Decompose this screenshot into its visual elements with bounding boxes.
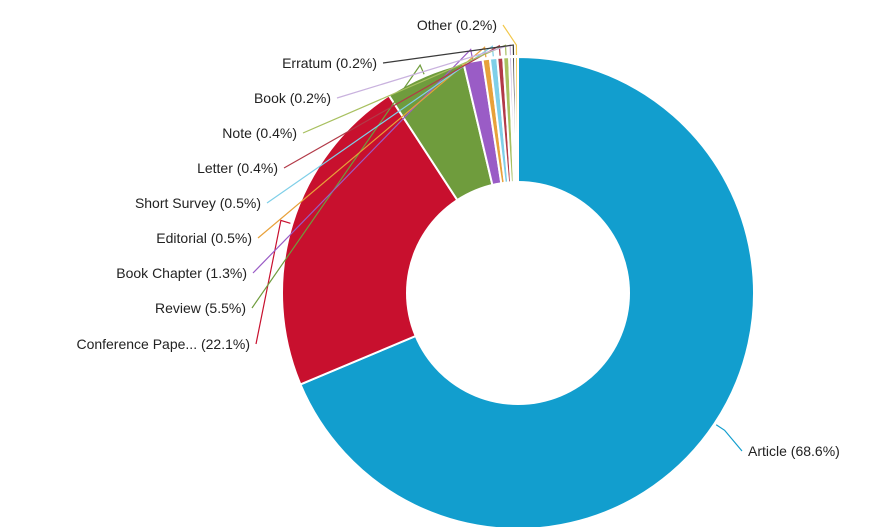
leader-line-letter	[283, 44, 501, 169]
leader-line-short-survey	[266, 45, 494, 204]
label-book: Book (0.2%)	[254, 90, 331, 106]
leader-line-note	[302, 44, 507, 134]
label-other: Other (0.2%)	[417, 17, 497, 33]
label-review: Review (5.5%)	[155, 300, 246, 316]
leader-line-conference-paper	[255, 219, 291, 345]
leader-line-erratum	[382, 44, 515, 64]
label-editorial: Editorial (0.5%)	[156, 230, 252, 246]
label-conference-paper: Conference Pape... (22.1%)	[76, 336, 250, 352]
label-erratum: Erratum (0.2%)	[282, 55, 377, 71]
label-short-survey: Short Survey (0.5%)	[135, 195, 261, 211]
label-book-chapter: Book Chapter (1.3%)	[116, 265, 247, 281]
donut-hole	[406, 181, 630, 405]
leader-line-book-chapter	[252, 48, 474, 274]
leader-line-article	[715, 424, 743, 452]
labels-layer: Article (68.6%) Conference Pape... (22.1%…	[76, 17, 839, 459]
label-note: Note (0.4%)	[222, 125, 297, 141]
label-letter: Letter (0.4%)	[197, 160, 278, 176]
leader-lines-layer	[251, 24, 743, 452]
label-article: Article (68.6%)	[748, 443, 840, 459]
leader-line-other	[502, 24, 518, 56]
